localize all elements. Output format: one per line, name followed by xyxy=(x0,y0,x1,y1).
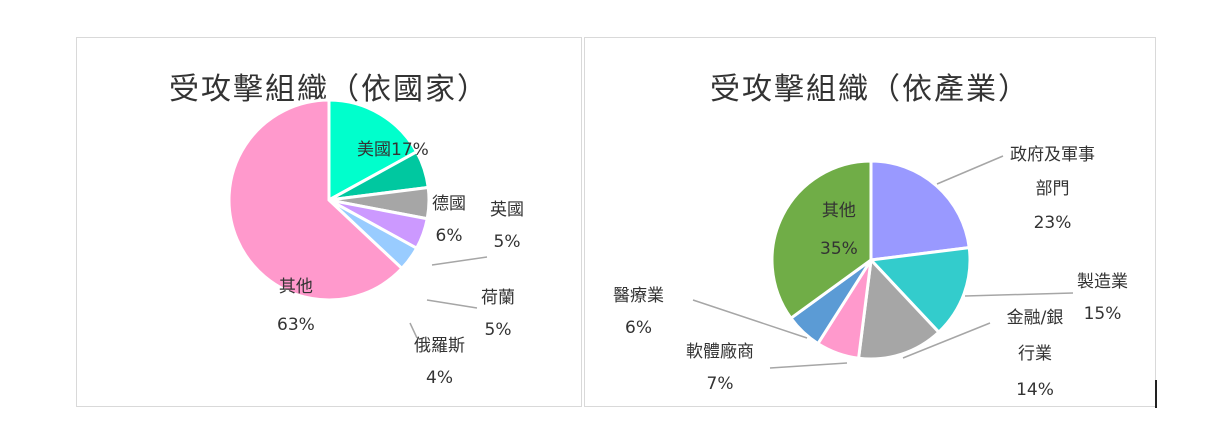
pie-chart-country xyxy=(227,98,488,339)
chart-title-industry: 受攻擊組織（依產業） xyxy=(710,72,1030,107)
slice-label-us: 美國17% xyxy=(357,134,429,166)
chart-panel-industry: 受攻擊組織（依產業） 政府及軍事部門 23% 製造業 15% 金融/銀行業 14% 軟… xyxy=(584,37,1156,407)
pie-slice-0-5 xyxy=(227,98,405,302)
slice-label-text: 美國17% xyxy=(357,140,429,160)
leader-line-1-2 xyxy=(902,322,991,359)
leader-line-1-1 xyxy=(964,292,1074,297)
slice-label-uk: 英國 5% xyxy=(490,200,524,252)
leader-line-1-4 xyxy=(692,299,808,339)
slice-label-software: 軟體廠商 7% xyxy=(686,342,754,394)
slice-label-germany: 德國 6% xyxy=(432,194,466,246)
pie-slice-0-0 xyxy=(327,98,419,203)
slice-label-manufacturing: 製造業 15% xyxy=(1077,272,1128,324)
slice-label-russia: 俄羅斯 4% xyxy=(414,336,465,388)
slice-label-other-industry: 其他 35% xyxy=(820,201,858,259)
pie-slice-1-5 xyxy=(770,159,873,321)
slice-label-government: 政府及軍事部門 23% xyxy=(1010,145,1095,233)
slice-label-healthcare: 醫療業 6% xyxy=(613,286,664,338)
pie-chart-industry xyxy=(692,155,1074,369)
pie-slice-1-1 xyxy=(867,245,972,335)
leader-line-0-4 xyxy=(409,322,418,339)
pie-slice-1-0 xyxy=(869,159,971,262)
slice-label-finance: 金融/銀行業 14% xyxy=(1006,308,1064,400)
slice-label-netherlands: 荷蘭 5% xyxy=(481,288,515,340)
frame-edge xyxy=(1155,380,1157,408)
slice-label-other-country: 其他 63% xyxy=(277,277,315,335)
chart-panel-country: 受攻擊組織（依國家） 美國17% 德國 6% 英國 5% 荷蘭 5% 俄羅斯 4% 其他… xyxy=(76,37,582,407)
leader-line-0-2 xyxy=(431,256,488,266)
leader-line-0-3 xyxy=(426,299,478,309)
pie-slice-1-2 xyxy=(856,256,941,361)
leader-line-1-3 xyxy=(769,362,848,369)
leader-line-1-0 xyxy=(936,155,1004,185)
